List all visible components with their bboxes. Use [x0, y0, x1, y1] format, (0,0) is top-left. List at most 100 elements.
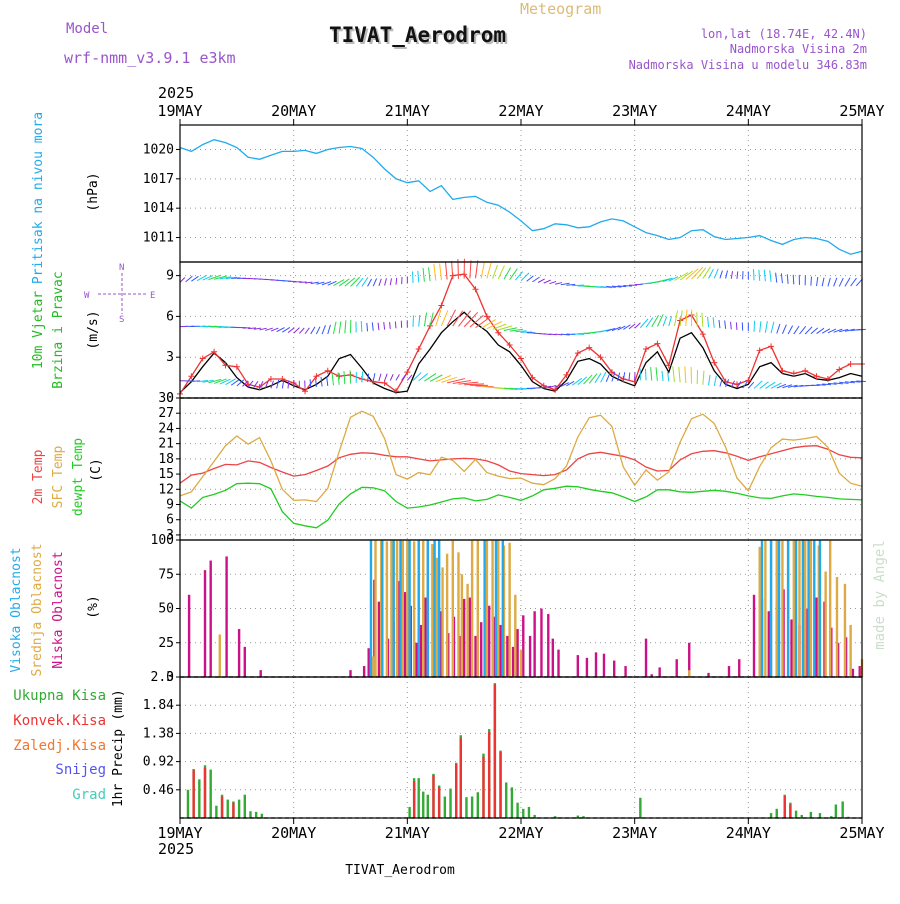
bar-srednja — [441, 567, 443, 677]
bar-niska — [404, 592, 406, 677]
bar-srednja — [844, 584, 846, 677]
bar-niska — [522, 615, 524, 677]
wind-arrow — [629, 373, 630, 381]
bar-visoka — [807, 540, 809, 677]
wind-arrow — [390, 374, 393, 380]
bar-konvek.kisa — [204, 768, 206, 818]
bar-srednja — [514, 595, 516, 677]
bar-ukupna-kisa — [187, 790, 189, 818]
wind-arrow — [440, 264, 442, 280]
bar-visoka — [813, 540, 815, 677]
altitude-label: Nadmorska Visina 2m — [730, 42, 867, 56]
compass-w: W — [84, 291, 90, 301]
wind-arrow — [510, 269, 518, 280]
wind-arrow — [822, 278, 824, 287]
wind-arrow — [345, 278, 355, 286]
mid-cloud-ylabel: Srednja Oblacnost — [30, 543, 45, 676]
wind-arrow — [794, 326, 799, 334]
gust-marker — [848, 361, 854, 367]
wind-arrow — [372, 322, 373, 330]
wind-arrow — [834, 278, 837, 287]
wind-arrow — [429, 267, 431, 281]
bar-niska — [768, 611, 770, 677]
precip-ylabel: 1hr Precip — [111, 729, 126, 807]
bar-srednja — [461, 574, 463, 677]
wind-arrow — [702, 313, 703, 327]
gust-marker — [575, 350, 581, 356]
wind-arrow — [379, 374, 381, 381]
y-tick-label: 1017 — [143, 172, 174, 187]
wind-arrow — [322, 325, 325, 334]
wind-arrow — [805, 327, 812, 334]
wind-arrow — [652, 315, 659, 327]
gust-marker — [416, 346, 422, 352]
wind-arrow — [753, 269, 754, 280]
bar-srednja — [486, 540, 488, 677]
bar-konvek.kisa — [438, 787, 440, 818]
wind-arrow — [714, 376, 716, 386]
bar-visoka — [433, 540, 435, 677]
wind-arrow — [384, 322, 385, 329]
y-tick-label: 24 — [158, 421, 174, 436]
bar-ukupna-kisa — [227, 800, 229, 818]
wind-arrow — [390, 322, 391, 329]
bar-srednja — [781, 540, 783, 677]
wind-arrow — [515, 272, 522, 281]
bar-konvek.kisa — [232, 803, 234, 818]
wind-arrow — [345, 320, 346, 333]
wind-arrow — [333, 280, 344, 286]
temp-unit: (C) — [89, 458, 104, 481]
bar-srednja — [466, 584, 468, 677]
bar-srednja — [446, 554, 448, 677]
wind-arrow — [686, 309, 687, 326]
wind-arrow — [333, 322, 336, 334]
bar-srednja — [386, 541, 388, 677]
pressure-ylabel: Pritisak na nivou mora — [31, 112, 46, 284]
model-name: wrf-nmm_v3.9.1 e3km — [64, 49, 236, 67]
wind-arrow — [311, 327, 315, 334]
gust-marker — [700, 331, 706, 337]
wind-arrow — [736, 322, 737, 330]
day-label-bottom: 23MAY — [612, 824, 657, 842]
bar-srednja — [452, 540, 454, 677]
wind-arrow — [515, 331, 526, 332]
bar-srednja — [793, 540, 795, 677]
wind-arrow — [385, 374, 388, 381]
bar-visoka — [795, 540, 797, 677]
wind-arrow — [787, 274, 788, 283]
wind-arrow — [470, 315, 484, 327]
day-label-top: 24MAY — [726, 102, 771, 120]
y-tick-label: 1014 — [143, 201, 174, 216]
wind-arrow — [316, 327, 320, 334]
bar-srednja — [436, 558, 438, 677]
wind-arrow — [197, 275, 207, 280]
bar-srednja — [457, 552, 459, 677]
precip-unit: (mm) — [111, 689, 126, 720]
y-tick-label: 50 — [158, 602, 174, 617]
bar-ukupna-kisa — [209, 770, 211, 818]
bar-konvek.kisa — [221, 797, 223, 818]
wind-arrow — [561, 283, 570, 285]
bar-niska — [557, 650, 559, 677]
day-label-bottom: 19MAY — [157, 824, 202, 842]
dewpt-ylabel: dewpt Temp — [71, 438, 86, 516]
bar-niska — [540, 609, 542, 678]
bar-srednja — [804, 540, 806, 677]
bar-srednja — [413, 541, 415, 677]
station-title: TIVAT_Aerodrom — [329, 23, 506, 47]
wind-arrow — [856, 381, 866, 382]
series-line-mslp — [180, 140, 862, 255]
bar-konvek.kisa — [413, 781, 415, 818]
wind-arrow — [538, 279, 545, 283]
y-tick-label: 25 — [158, 636, 174, 651]
y-tick-label: 1.38 — [143, 726, 174, 741]
bar-srednja — [491, 540, 493, 677]
model-altitude-label: Nadmorska Visina u modelu 346.83m — [629, 58, 867, 72]
wind-arrow — [351, 277, 360, 286]
bar-ukupna-kisa — [810, 812, 812, 818]
wind-arrow — [521, 273, 529, 281]
wind-arrow — [452, 261, 453, 279]
wind-arrow — [310, 379, 311, 387]
wind-arrow — [481, 262, 484, 278]
